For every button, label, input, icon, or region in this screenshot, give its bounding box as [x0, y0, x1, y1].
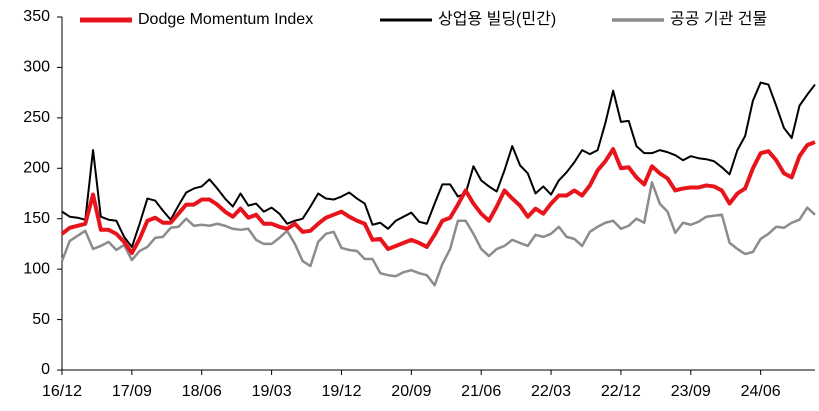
legend-label: Dodge Momentum Index	[138, 11, 313, 28]
x-tick-label: 24/06	[741, 383, 781, 400]
y-tick-label: 100	[23, 260, 50, 277]
x-tick-label: 23/09	[671, 383, 711, 400]
y-tick-label: 250	[23, 109, 50, 126]
x-tick-label: 22/12	[601, 383, 641, 400]
x-tick-label: 18/06	[182, 383, 222, 400]
x-tick-label: 19/03	[252, 383, 292, 400]
x-tick-label: 17/09	[112, 383, 152, 400]
x-tick-label: 21/06	[461, 383, 501, 400]
x-tick-label: 20/09	[391, 383, 431, 400]
y-tick-label: 0	[41, 361, 50, 378]
y-tick-label: 200	[23, 160, 50, 177]
line-series	[60, 140, 816, 256]
x-tick-label: 22/03	[531, 383, 571, 400]
x-tick-label: 19/12	[321, 383, 361, 400]
line-series	[61, 81, 816, 248]
line-series	[60, 181, 816, 287]
y-tick-label: 50	[32, 311, 50, 328]
legend-label: 상업용 빌딩(민간)	[438, 10, 556, 28]
y-tick-label: 300	[23, 59, 50, 76]
legend-label: 공공 기관 건물	[670, 10, 767, 28]
y-tick-label: 150	[23, 210, 50, 227]
x-tick-label: 16/12	[42, 383, 82, 400]
y-tick-label: 350	[23, 8, 50, 25]
